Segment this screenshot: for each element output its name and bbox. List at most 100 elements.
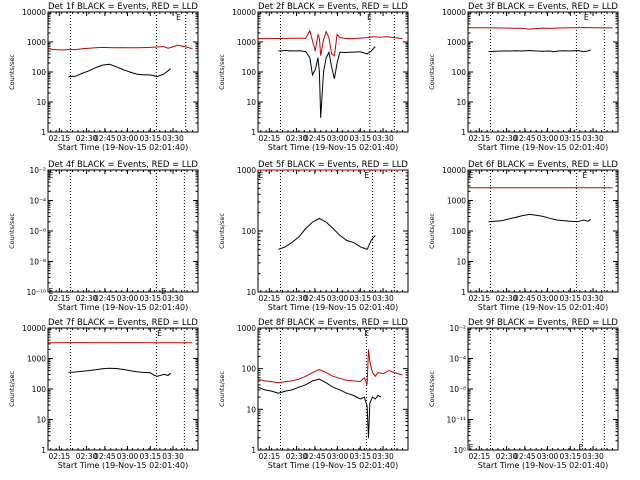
- x-tick-label: 02:15: [259, 134, 281, 143]
- panel-title: Det 5f BLACK = Events, RED = LLD: [258, 160, 408, 170]
- x-tick-label: 03:30: [162, 452, 184, 461]
- x-tick-label: 02:15: [469, 452, 491, 461]
- y-axis-label: Counts/sec: [428, 213, 436, 249]
- y-tick-label: 100: [242, 227, 257, 236]
- e-marker-label: E: [584, 13, 589, 22]
- y-tick-label: 1: [41, 446, 46, 455]
- plot-frame: [257, 327, 409, 451]
- x-tick-label: 03:00: [537, 294, 559, 303]
- x-tick-label: 02:15: [259, 452, 281, 461]
- y-tick-label: 10000: [442, 8, 466, 17]
- x-tick-label: 02:15: [49, 134, 71, 143]
- y-tick-label: 10⁻⁶: [29, 227, 46, 236]
- y-tick-label: 10: [246, 288, 256, 297]
- x-tick-label: 02:30: [76, 294, 98, 303]
- e-marker-label: E: [469, 171, 474, 180]
- x-tick-label: 03:15: [559, 452, 581, 461]
- x-axis-label: Start Time (19-Nov-15 02:01:40): [478, 461, 608, 470]
- y-tick-label: 10: [36, 416, 46, 425]
- panel-title: Det 3f BLACK = Events, RED = LLD: [468, 2, 618, 12]
- panel-title: Det 8f BLACK = Events, RED = LLD: [258, 318, 408, 328]
- y-tick-label: 10000: [22, 324, 46, 333]
- x-axis-label: Start Time (19-Nov-15 02:01:40): [268, 143, 398, 152]
- x-axis-label: Start Time (19-Nov-15 02:01:40): [58, 303, 188, 312]
- x-tick-label: 02:30: [286, 134, 308, 143]
- panel-det2: Det 2f BLACK = Events, RED = LLD 1 10 100 10…: [218, 2, 409, 152]
- series-events: [488, 213, 591, 223]
- y-tick-label: 10⁻⁸: [29, 258, 46, 267]
- series-events: [488, 49, 591, 53]
- x-tick-label: 02:30: [76, 134, 98, 143]
- e-marker-label: E: [578, 443, 583, 452]
- x-tick-label: 03:00: [537, 452, 559, 461]
- x-tick-label: 02:30: [496, 452, 518, 461]
- y-tick-label: 100: [452, 227, 467, 236]
- e-marker-label: E: [49, 171, 54, 180]
- y-tick-label: 10: [456, 98, 466, 107]
- x-tick-label: 03:30: [372, 134, 394, 143]
- panel-det8: Det 8f BLACK = Events, RED = LLD 1 10 100 10…: [218, 318, 409, 470]
- panel-det1: Det 1f BLACK = Events, RED = LLD 1 10 100 10…: [8, 2, 199, 152]
- series-events: [257, 378, 381, 438]
- panel-det9: Det 9f BLACK = Events, RED = LLD 10⁰ 10⁻¹¹…: [428, 318, 619, 470]
- e-marker-label: E: [364, 171, 369, 180]
- y-tick-label: 1: [461, 288, 466, 297]
- x-tick-label: 03:00: [537, 134, 559, 143]
- y-tick-label: 1: [41, 128, 46, 137]
- series-events: [278, 217, 376, 251]
- y-axis-label: Counts/sec: [218, 371, 226, 407]
- y-axis-label: Counts/sec: [8, 54, 16, 90]
- x-tick-label: 02:15: [469, 294, 491, 303]
- x-tick-label: 02:15: [259, 294, 281, 303]
- series-lld: [257, 349, 403, 385]
- y-axis-label: Counts/sec: [218, 213, 226, 249]
- panel-det3: Det 3f BLACK = Events, RED = LLD 1 10 100 10…: [428, 2, 619, 152]
- y-tick-label: 1000: [447, 197, 466, 206]
- x-tick-label: 03:15: [349, 452, 371, 461]
- y-tick-label: 1000: [447, 38, 466, 47]
- x-tick-label: 03:30: [162, 294, 184, 303]
- e-marker-label: E: [176, 13, 181, 22]
- e-marker-label: E: [161, 287, 166, 296]
- y-tick-label: 10: [246, 405, 256, 414]
- e-marker-label: E: [469, 443, 474, 452]
- x-tick-label: 03:30: [582, 452, 604, 461]
- x-tick-label: 02:45: [94, 134, 116, 143]
- y-tick-label: 10000: [232, 8, 256, 17]
- y-tick-label: 100: [32, 385, 47, 394]
- x-tick-label: 02:45: [304, 294, 326, 303]
- y-tick-label: 1: [251, 446, 256, 455]
- x-tick-label: 03:15: [559, 294, 581, 303]
- x-tick-label: 03:15: [139, 134, 161, 143]
- y-tick-label: 10000: [442, 166, 466, 175]
- series-events: [68, 367, 172, 377]
- e-marker-label: E: [157, 329, 162, 338]
- x-tick-label: 02:30: [496, 294, 518, 303]
- y-tick-label: 10⁻¹⁰: [26, 288, 46, 297]
- y-tick-label: 1000: [237, 324, 256, 333]
- y-tick-label: 100: [242, 365, 257, 374]
- e-marker-label: E: [259, 171, 264, 180]
- panel-title: Det 9f BLACK = Events, RED = LLD: [468, 318, 618, 328]
- y-tick-label: 10⁻¹¹: [446, 416, 466, 425]
- x-tick-label: 03:00: [327, 134, 349, 143]
- y-tick-label: 10000: [22, 8, 46, 17]
- x-tick-label: 03:00: [327, 294, 349, 303]
- x-tick-label: 02:15: [469, 134, 491, 143]
- x-tick-label: 03:30: [372, 294, 394, 303]
- x-tick-label: 02:45: [94, 294, 116, 303]
- x-tick-label: 03:00: [117, 452, 139, 461]
- x-tick-label: 03:30: [372, 452, 394, 461]
- e-marker-label: E: [367, 13, 372, 22]
- y-tick-label: 1000: [237, 166, 256, 175]
- y-tick-label: 100: [242, 68, 257, 77]
- x-tick-label: 02:15: [49, 294, 71, 303]
- x-tick-label: 02:30: [76, 452, 98, 461]
- panel-title: Det 1f BLACK = Events, RED = LLD: [48, 2, 198, 12]
- x-axis-label: Start Time (19-Nov-15 02:01:40): [478, 143, 608, 152]
- x-tick-label: 02:30: [496, 134, 518, 143]
- panel-det6: Det 6f BLACK = Events, RED = LLD 1 10 100 10…: [428, 160, 619, 312]
- x-tick-label: 02:30: [286, 294, 308, 303]
- panel-title: Det 4f BLACK = Events, RED = LLD: [48, 160, 198, 170]
